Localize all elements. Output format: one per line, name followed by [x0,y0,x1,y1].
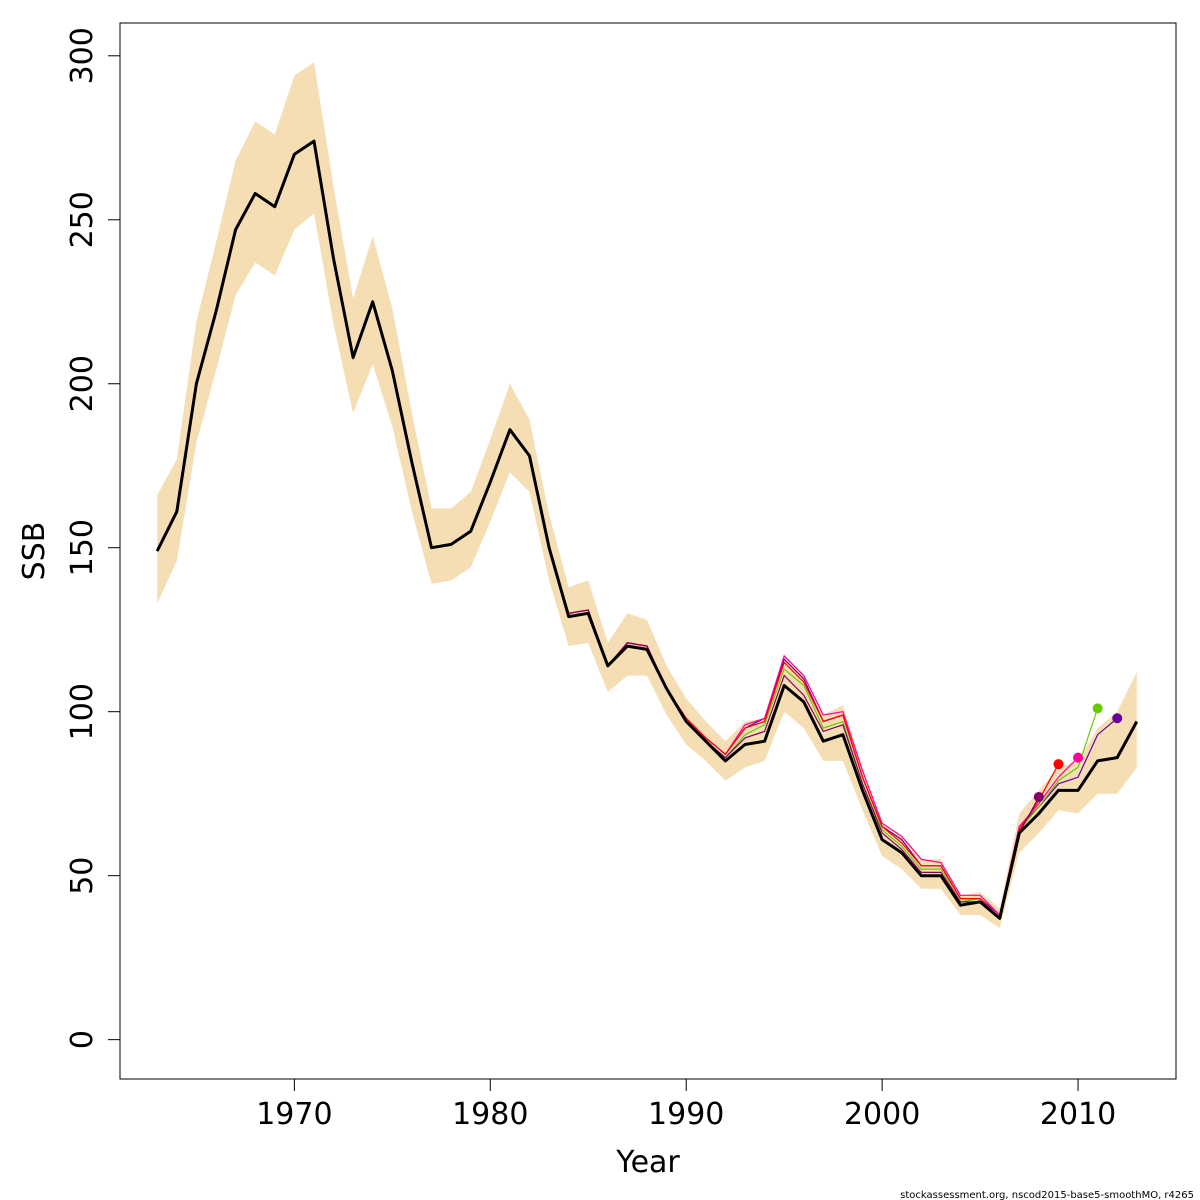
footer-credit: stockassessment.org, nscod2015-base5-smo… [900,1190,1194,1200]
confidence-band-layer [157,62,1137,929]
retro-line-2012 [156,140,1118,917]
retro-end-point-2012 [1112,713,1123,724]
y-tick-label-100: 100 [65,683,100,740]
x-tick-label-1970: 1970 [256,1097,332,1132]
x-tick-label-1980: 1980 [452,1097,528,1132]
retro-line-2008 [156,140,1040,920]
plot-frame [119,22,1177,1080]
retro-line-2011 [156,140,1099,920]
y-tick-label-300: 300 [65,27,100,84]
retro-end-point-2011 [1092,703,1103,714]
x-tick-label-2000: 2000 [844,1097,920,1132]
y-tick-label-150: 150 [65,519,100,576]
y-tick-label-250: 250 [65,191,100,248]
x-axis: 1970 1980 1990 2000 2010 [256,1079,1116,1132]
x-tick-label-1990: 1990 [648,1097,724,1132]
retro-end-point-2008 [1033,791,1044,802]
retro-lines-layer [156,140,1118,920]
x-axis-title: Year [615,1145,680,1180]
main-line-layer [155,139,1139,920]
retro-end-points-layer [1033,703,1123,802]
confidence-band [157,62,1137,929]
y-axis: 0 50 100 150 200 250 300 [65,27,120,1049]
x-tick-label-2010: 2010 [1040,1097,1116,1132]
main-ssb-line [155,139,1139,920]
retro-end-point-2010 [1073,752,1084,763]
y-axis-title: SSB [17,522,52,581]
retro-end-point-2009 [1053,759,1064,770]
y-tick-label-50: 50 [65,857,100,895]
retro-line-2010 [156,140,1079,917]
y-tick-label-0: 0 [65,1030,100,1049]
y-tick-label-200: 200 [65,355,100,412]
retro-line-2009 [156,140,1059,920]
